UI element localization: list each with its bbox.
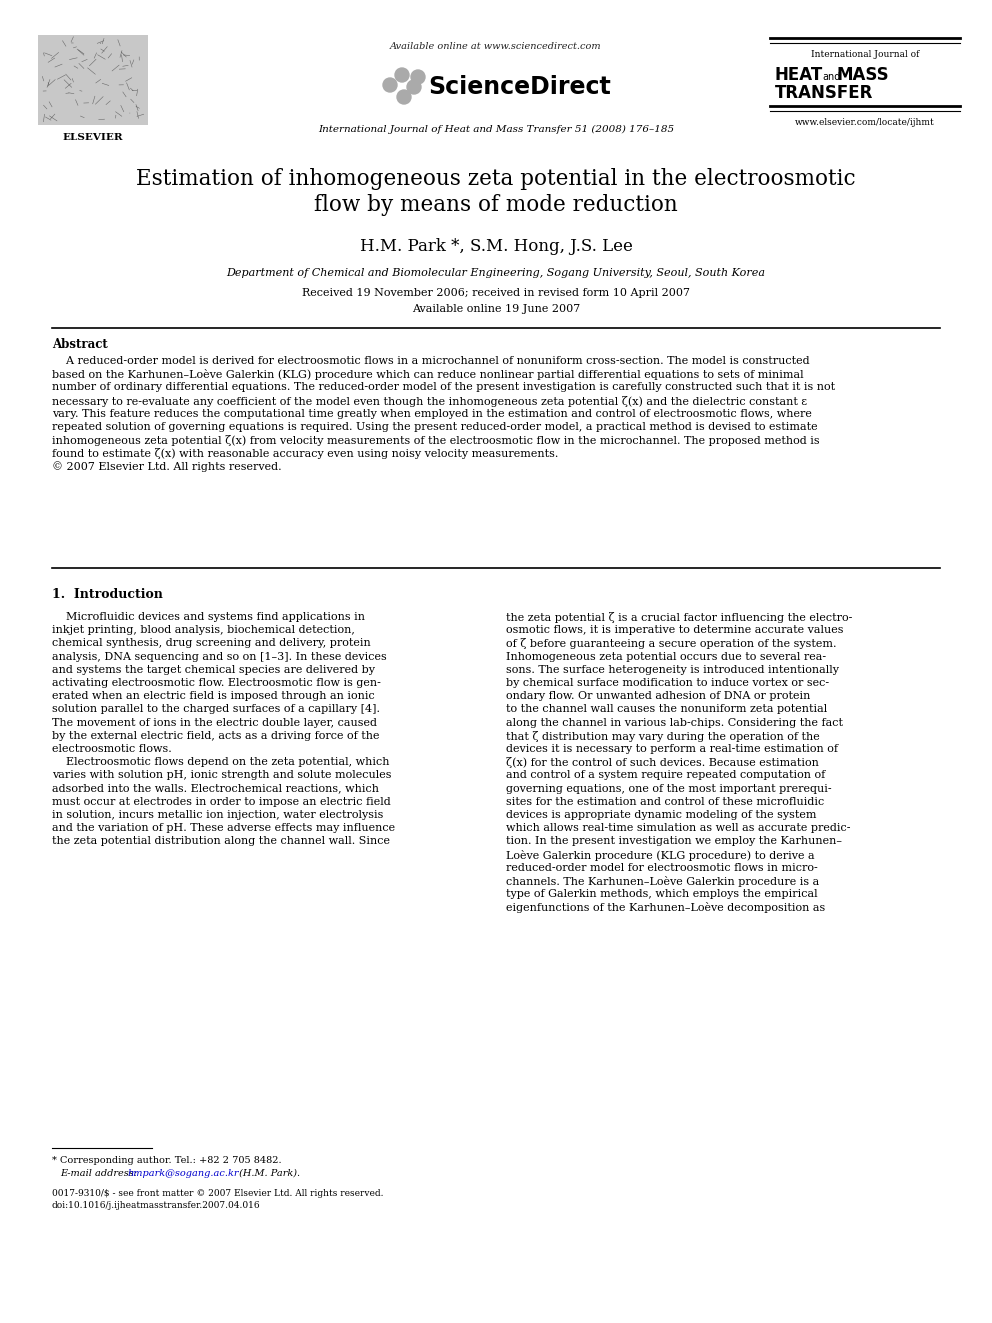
Text: 1.  Introduction: 1. Introduction [52,587,163,601]
Text: MASS: MASS [837,66,890,83]
Text: sites for the estimation and control of these microfluidic: sites for the estimation and control of … [506,796,824,807]
Text: doi:10.1016/j.ijheatmasstransfer.2007.04.016: doi:10.1016/j.ijheatmasstransfer.2007.04… [52,1201,261,1211]
Text: by the external electric field, acts as a driving force of the: by the external electric field, acts as … [52,730,380,741]
Circle shape [397,90,411,105]
Text: the zeta potential distribution along the channel wall. Since: the zeta potential distribution along th… [52,836,390,847]
Text: the zeta potential ζ is a crucial factor influencing the electro-: the zeta potential ζ is a crucial factor… [506,613,852,623]
Text: must occur at electrodes in order to impose an electric field: must occur at electrodes in order to imp… [52,796,391,807]
Text: channels. The Karhunen–Loève Galerkin procedure is a: channels. The Karhunen–Loève Galerkin pr… [506,876,819,886]
Text: TRANSFER: TRANSFER [775,83,873,102]
Text: flow by means of mode reduction: flow by means of mode reduction [314,194,678,216]
Text: and systems the target chemical species are delivered by: and systems the target chemical species … [52,664,375,675]
Text: type of Galerkin methods, which employs the empirical: type of Galerkin methods, which employs … [506,889,817,900]
Bar [38,34,148,124]
Text: E-mail address:: E-mail address: [60,1170,140,1177]
Text: by chemical surface modification to induce vortex or sec-: by chemical surface modification to indu… [506,677,829,688]
Text: Available online at www.sciencedirect.com: Available online at www.sciencedirect.co… [390,42,602,52]
Text: solution parallel to the charged surfaces of a capillary [4].: solution parallel to the charged surface… [52,704,380,714]
Text: Abstract: Abstract [52,337,108,351]
Text: of ζ before guaranteeing a secure operation of the system.: of ζ before guaranteeing a secure operat… [506,639,836,650]
Text: electroosmotic flows.: electroosmotic flows. [52,744,172,754]
Text: ELSEVIER: ELSEVIER [62,134,123,142]
Text: inhomogeneous zeta potential ζ(x) from velocity measurements of the electroosmot: inhomogeneous zeta potential ζ(x) from v… [52,435,819,446]
Text: repeated solution of governing equations is required. Using the present reduced-: repeated solution of governing equations… [52,422,817,433]
Text: erated when an electric field is imposed through an ionic: erated when an electric field is imposed… [52,691,375,701]
Text: ζ(x) for the control of such devices. Because estimation: ζ(x) for the control of such devices. Be… [506,757,818,769]
Text: tion. In the present investigation we employ the Karhunen–: tion. In the present investigation we em… [506,836,842,847]
Text: A reduced-order model is derived for electroosmotic flows in a microchannel of n: A reduced-order model is derived for ele… [52,356,809,366]
Text: www.elsevier.com/locate/ijhmt: www.elsevier.com/locate/ijhmt [796,118,934,127]
Text: inkjet printing, blood analysis, biochemical detection,: inkjet printing, blood analysis, biochem… [52,626,355,635]
Text: Inhomogeneous zeta potential occurs due to several rea-: Inhomogeneous zeta potential occurs due … [506,652,826,662]
Text: based on the Karhunen–Loève Galerkin (KLG) procedure which can reduce nonlinear : based on the Karhunen–Loève Galerkin (KL… [52,369,804,380]
Text: which allows real-time simulation as well as accurate predic-: which allows real-time simulation as wel… [506,823,850,833]
Text: sons. The surface heterogeneity is introduced intentionally: sons. The surface heterogeneity is intro… [506,664,839,675]
Text: analysis, DNA sequencing and so on [1–3]. In these devices: analysis, DNA sequencing and so on [1–3]… [52,652,387,662]
Text: © 2007 Elsevier Ltd. All rights reserved.: © 2007 Elsevier Ltd. All rights reserved… [52,462,282,472]
Text: devices it is necessary to perform a real-time estimation of: devices it is necessary to perform a rea… [506,744,838,754]
Text: eigenfunctions of the Karhunen–Loève decomposition as: eigenfunctions of the Karhunen–Loève dec… [506,902,825,913]
Circle shape [395,67,409,82]
Text: found to estimate ζ(x) with reasonable accuracy even using noisy velocity measur: found to estimate ζ(x) with reasonable a… [52,448,558,459]
Text: hmpark@sogang.ac.kr: hmpark@sogang.ac.kr [128,1170,239,1177]
Text: ondary flow. Or unwanted adhesion of DNA or protein: ondary flow. Or unwanted adhesion of DNA… [506,691,810,701]
Text: to the channel wall causes the nonuniform zeta potential: to the channel wall causes the nonunifor… [506,704,827,714]
Text: International Journal of: International Journal of [810,50,920,60]
Text: adsorbed into the walls. Electrochemical reactions, which: adsorbed into the walls. Electrochemical… [52,783,379,794]
Text: osmotic flows, it is imperative to determine accurate values: osmotic flows, it is imperative to deter… [506,626,843,635]
Text: * Corresponding author. Tel.: +82 2 705 8482.: * Corresponding author. Tel.: +82 2 705 … [52,1156,282,1166]
Text: International Journal of Heat and Mass Transfer 51 (2008) 176–185: International Journal of Heat and Mass T… [318,124,674,134]
Circle shape [411,70,425,83]
Text: devices is appropriate dynamic modeling of the system: devices is appropriate dynamic modeling … [506,810,816,820]
Text: ScienceDirect: ScienceDirect [428,75,611,99]
Text: in solution, incurs metallic ion injection, water electrolysis: in solution, incurs metallic ion injecti… [52,810,383,820]
Text: The movement of ions in the electric double layer, caused: The movement of ions in the electric dou… [52,717,377,728]
Text: chemical synthesis, drug screening and delivery, protein: chemical synthesis, drug screening and d… [52,639,371,648]
Text: that ζ distribution may vary during the operation of the: that ζ distribution may vary during the … [506,730,819,742]
Text: and control of a system require repeated computation of: and control of a system require repeated… [506,770,825,781]
Text: and: and [822,71,840,82]
Text: number of ordinary differential equations. The reduced-order model of the presen: number of ordinary differential equation… [52,382,835,393]
Text: Loève Galerkin procedure (KLG procedure) to derive a: Loève Galerkin procedure (KLG procedure)… [506,849,814,860]
Text: Estimation of inhomogeneous zeta potential in the electroosmotic: Estimation of inhomogeneous zeta potenti… [136,168,856,191]
Text: Electroosmotic flows depend on the zeta potential, which: Electroosmotic flows depend on the zeta … [52,757,390,767]
Text: H.M. Park *, S.M. Hong, J.S. Lee: H.M. Park *, S.M. Hong, J.S. Lee [359,238,633,255]
Circle shape [407,79,421,94]
Circle shape [383,78,397,93]
Text: HEAT: HEAT [775,66,823,83]
Text: reduced-order model for electroosmotic flows in micro-: reduced-order model for electroosmotic f… [506,863,817,873]
Text: along the channel in various lab-chips. Considering the fact: along the channel in various lab-chips. … [506,717,843,728]
Text: activating electroosmotic flow. Electroosmotic flow is gen-: activating electroosmotic flow. Electroo… [52,677,381,688]
Text: governing equations, one of the most important prerequi-: governing equations, one of the most imp… [506,783,831,794]
Text: (H.M. Park).: (H.M. Park). [236,1170,301,1177]
Text: varies with solution pH, ionic strength and solute molecules: varies with solution pH, ionic strength … [52,770,392,781]
Text: Department of Chemical and Biomolecular Engineering, Sogang University, Seoul, S: Department of Chemical and Biomolecular … [226,269,766,278]
Text: Microfluidic devices and systems find applications in: Microfluidic devices and systems find ap… [52,613,365,622]
Text: necessary to re-evaluate any coefficient of the model even though the inhomogene: necessary to re-evaluate any coefficient… [52,396,807,406]
Text: Received 19 November 2006; received in revised form 10 April 2007: Received 19 November 2006; received in r… [302,288,690,298]
Text: 0017-9310/$ - see front matter © 2007 Elsevier Ltd. All rights reserved.: 0017-9310/$ - see front matter © 2007 El… [52,1189,384,1199]
Text: vary. This feature reduces the computational time greatly when employed in the e: vary. This feature reduces the computati… [52,409,811,419]
Text: and the variation of pH. These adverse effects may influence: and the variation of pH. These adverse e… [52,823,395,833]
Text: Available online 19 June 2007: Available online 19 June 2007 [412,304,580,314]
